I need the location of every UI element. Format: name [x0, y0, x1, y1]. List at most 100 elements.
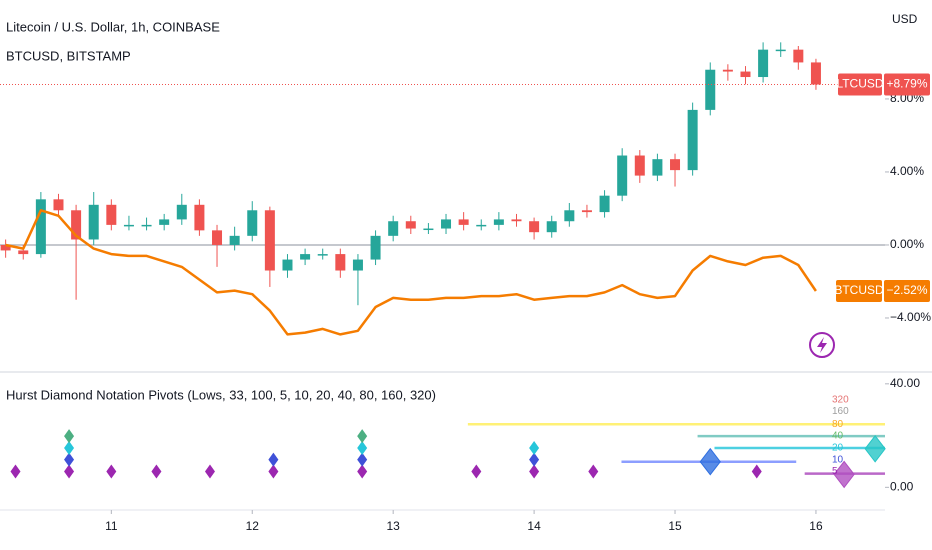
candle-body	[176, 204, 187, 220]
candle-body	[300, 254, 311, 260]
btc-badge-value: −2.52%	[886, 283, 927, 297]
candle-body	[317, 254, 328, 256]
y-tick-label: −4.00%	[890, 310, 931, 324]
candle-body	[335, 254, 346, 271]
candle-body	[247, 210, 258, 236]
candle-body	[194, 204, 205, 231]
level-label: 10	[832, 454, 844, 465]
candle-body	[687, 109, 698, 171]
y-tick-label: 40.00	[890, 376, 920, 390]
indicator-title: Hurst Diamond Notation Pivots (Lows, 33,…	[6, 387, 436, 402]
diamond	[471, 464, 482, 479]
btc-badge-name-bg	[836, 279, 882, 302]
candle-body	[35, 199, 46, 255]
btc-line	[5, 209, 817, 336]
candle-body	[722, 69, 733, 72]
diamond	[268, 452, 279, 467]
diamond	[529, 464, 540, 479]
candle-body	[441, 219, 452, 229]
diamond	[64, 429, 75, 444]
chart-subtitle: BTCUSD, BITSTAMP	[6, 48, 131, 63]
x-tick-label: 11	[105, 519, 118, 533]
diamond	[357, 452, 368, 467]
diamond	[151, 464, 162, 479]
candle-body	[511, 219, 522, 222]
level-label: 160	[832, 406, 849, 417]
candle-body	[212, 230, 223, 245]
chart-title: Litecoin / U.S. Dollar, 1h, COINBASE	[6, 19, 220, 34]
candle-body	[458, 219, 469, 225]
ltc-badge-name-bg	[838, 73, 882, 96]
diamond	[64, 452, 75, 467]
candle-body	[670, 159, 681, 171]
large-diamond	[833, 460, 855, 489]
y-tick-label: 0.00	[890, 480, 914, 494]
candle-body	[229, 235, 240, 245]
candle-body	[705, 69, 716, 110]
level-label: 80	[832, 419, 844, 430]
candle-body	[388, 221, 399, 236]
lightning-icon[interactable]	[809, 332, 835, 358]
diamond	[64, 464, 75, 479]
candle-body	[405, 221, 416, 229]
level-label: 320	[832, 394, 849, 405]
candle-body	[617, 155, 628, 196]
candle-body	[793, 49, 804, 63]
diamond	[64, 440, 75, 455]
ltc-badge-name: LTCUSD	[836, 77, 883, 91]
x-tick-label: 12	[246, 519, 260, 533]
diamond	[10, 464, 21, 479]
btc-badge-value-bg	[884, 279, 930, 302]
diamond	[529, 452, 540, 467]
ltc-badge-value-bg	[884, 73, 930, 96]
candle-body	[775, 49, 786, 52]
diamond	[204, 464, 215, 479]
x-tick-label: 13	[386, 519, 400, 533]
candle-body	[581, 210, 592, 213]
btc-badge-name: BTCUSD	[834, 283, 884, 297]
level-label: 5	[832, 466, 838, 477]
candle-body	[123, 224, 134, 227]
candle-body	[159, 219, 170, 225]
y-tick-label: 4.00%	[890, 164, 924, 178]
candle-body	[53, 199, 64, 211]
large-diamond	[699, 447, 721, 476]
candle-body	[810, 62, 821, 85]
diamond	[357, 429, 368, 444]
candle-body	[0, 244, 11, 251]
candle-body	[141, 224, 152, 227]
candle-body	[652, 159, 663, 176]
x-tick-label: 14	[527, 519, 541, 533]
diamond	[588, 464, 599, 479]
diamond	[529, 440, 540, 455]
candle-body	[264, 210, 275, 271]
candle-body	[106, 204, 117, 225]
candle-body	[88, 204, 99, 240]
diamond	[751, 464, 762, 479]
diamond	[357, 440, 368, 455]
level-label: 20	[832, 443, 844, 454]
axis-unit: USD	[892, 12, 918, 26]
x-tick-label: 15	[668, 519, 682, 533]
diamond	[268, 464, 279, 479]
candle-body	[282, 259, 293, 271]
level-label: 40	[832, 431, 844, 442]
candle-body	[71, 210, 82, 240]
ltc-badge-value: +8.79%	[886, 77, 927, 91]
candle-body	[18, 250, 29, 255]
candle-body	[493, 219, 504, 225]
y-tick-label: 0.00%	[890, 237, 924, 251]
diamond	[357, 464, 368, 479]
candle-body	[476, 224, 487, 227]
candle-body	[546, 221, 557, 233]
candle-body	[529, 221, 540, 233]
diamond	[106, 464, 117, 479]
candle-body	[564, 210, 575, 222]
candle-body	[599, 195, 610, 213]
x-tick-label: 16	[809, 519, 823, 533]
candle-body	[370, 235, 381, 260]
candle-body	[758, 49, 769, 78]
candle-body	[423, 228, 434, 231]
candle-body	[740, 71, 751, 78]
